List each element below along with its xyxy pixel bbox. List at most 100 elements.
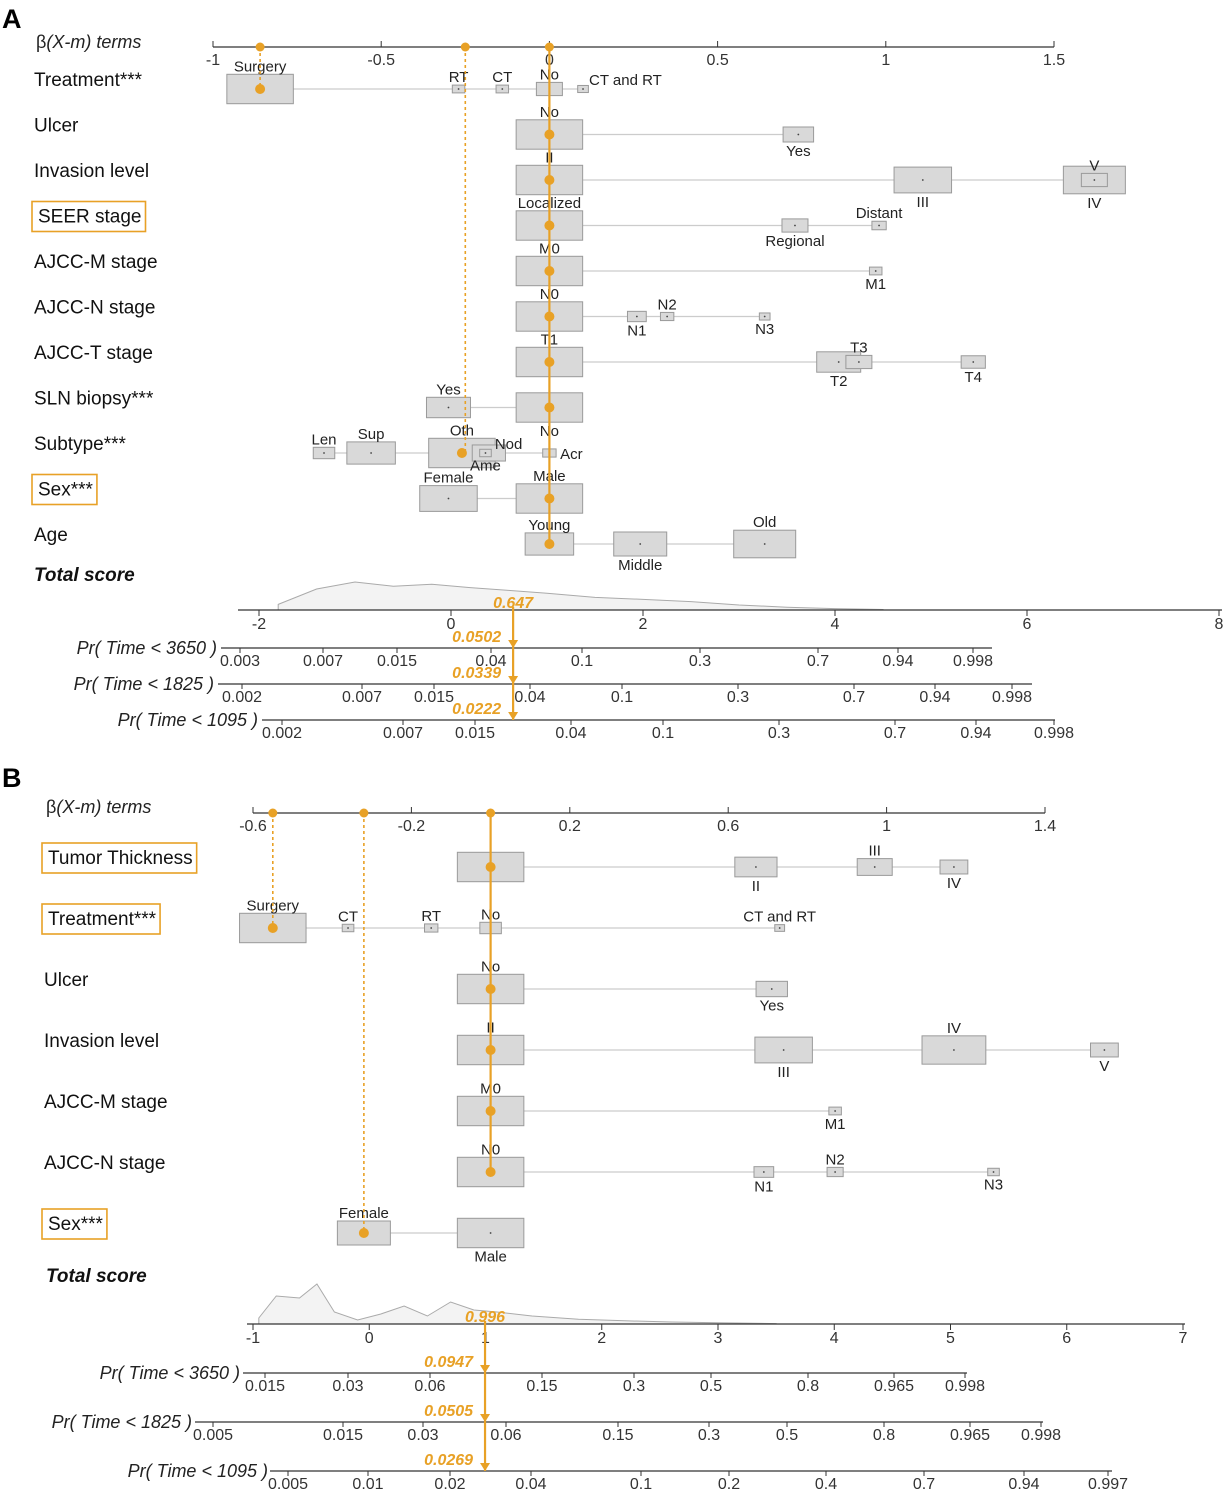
level-label-n2: N2 [658,296,677,313]
panel-b-label: B [2,763,22,793]
level-center-dot [323,452,325,454]
level-label-len: Len [311,431,336,448]
leader-axis-dot [255,42,265,52]
probability-tick-label: 0.002 [222,689,262,706]
beta-tick-label: -1 [206,52,220,69]
predicted-probability-value: 0.0947 [424,1354,474,1371]
level-center-dot [430,927,433,929]
probability-tick-label: 0.5 [700,1378,722,1395]
total-tick-label: -2 [252,616,266,633]
predicted-probability-value: 0.0222 [452,701,501,718]
level-label-v: V [1089,157,1099,174]
beta-axis-a: -1-0.500.511.5 [206,41,1065,69]
beta-tick-label: 1.5 [1043,52,1065,69]
level-label-oth: Oth [450,422,474,439]
leader-axis-dot [359,808,369,818]
level-center-dot [347,927,349,929]
level-label-female: Female [339,1205,389,1222]
selected-level-dot [267,923,278,933]
selected-level-dot [544,129,555,140]
probability-tick-label: 0.15 [602,1427,633,1444]
variable-name-subtype: Subtype*** [34,434,127,455]
level-center-dot [878,224,880,227]
level-center-dot [1093,179,1096,181]
level-label-ii: II [752,878,760,895]
level-label-iii: III [777,1064,790,1081]
level-label-middle: Middle [618,557,662,574]
variable-name-sln-biopsy: SLN biopsy*** [34,389,154,410]
level-label-female: Female [423,470,473,487]
total-tick-label: 0 [447,616,456,633]
level-label-acr: Acr [560,446,583,463]
level-center-dot [770,988,773,990]
leader-axis-dot [460,42,470,52]
probability-tick-label: 0.03 [332,1378,363,1395]
total-tick-label: 6 [1023,616,1032,633]
selected-level-dot [255,84,266,94]
probability-tick-label: 0.007 [383,725,423,742]
level-label-iii: III [917,194,930,211]
predicted-probability-value: 0.0502 [452,629,501,646]
probability-tick-label: 0.15 [526,1378,557,1395]
probability-tick-label: 0.04 [475,653,506,670]
selected-level-dot [358,1228,369,1238]
level-center-dot [501,88,504,90]
level-center-dot [370,452,373,454]
total-tick-label: 8 [1215,616,1224,633]
probability-tick-label: 0.3 [689,653,711,670]
probability-tick-label: 0.7 [884,725,906,742]
probability-tick-label: 0.1 [630,1476,652,1493]
level-center-dot [489,1232,492,1234]
probability-tick-label: 0.3 [768,725,790,742]
highlight-box-sex [31,473,98,506]
level-label-n3: N3 [755,321,774,338]
probability-tick-label: 0.1 [652,725,674,742]
level-center-dot [762,1171,765,1173]
probability-tick-label: 0.94 [919,689,950,706]
level-center-dot [782,1049,785,1051]
probability-tick-label: 0.015 [455,725,495,742]
probability-tick-label: 0.998 [992,689,1032,706]
level-label-iii: III [868,843,881,860]
probability-tick-label: 0.015 [245,1378,285,1395]
selected-level-dot [485,984,496,994]
probability-tick-label: 0.998 [1021,1427,1061,1444]
level-label-rt: RT [421,908,441,925]
panel-b: B β(X-m) terms -0.6 -0.2 0.2 0.6 1 1.4 Tumor … [2,763,1188,1493]
total-tick-label: 2 [597,1330,606,1347]
probability-axis-label: Pr( Time < 3650 ) [77,638,217,658]
probability-tick-label: 0.1 [571,653,593,670]
score-density-b [258,1283,777,1325]
level-center-dot [484,452,487,454]
probability-tick-label: 0.8 [797,1378,819,1395]
probability-tick-label: 0.015 [323,1427,363,1444]
variable-name-invasion-level: Invasion level [44,1031,159,1052]
probability-tick-label: 0.01 [352,1476,383,1493]
density-curve [277,581,884,611]
probability-tick-label: 0.007 [303,653,343,670]
level-label-m1: M1 [825,1116,846,1133]
total-score-label-b: Total score [46,1266,147,1287]
leader-axis-dot [268,808,278,818]
highlight-box-seer-stage [31,200,147,233]
total-tick-label: 2 [639,616,648,633]
variable-name-ajcc-t-stage: AJCC-T stage [34,343,153,364]
selected-level-dot [544,266,555,276]
level-label-iv: IV [947,1020,961,1037]
level-center-dot [635,315,638,318]
level-center-dot [837,361,840,363]
highlight-box-sex [41,1208,108,1240]
probability-tick-label: 0.015 [414,689,454,706]
predicted-probability-value: 0.0505 [424,1403,474,1420]
level-label-ame: Ame [470,458,501,475]
level-label-yes: Yes [436,381,460,398]
level-label-ct-and-rt: CT and RT [589,72,662,89]
probability-tick-label: 0.003 [220,653,260,670]
panel-a: A β(X-m) terms -1 -0.5 0 0.5 1 1.5 Treatment*… [2,4,1224,742]
total-tick-label: 7 [1179,1330,1188,1347]
level-label-regional: Regional [765,233,824,250]
level-center-dot [447,406,450,409]
probability-tick-label: 0.94 [1008,1476,1039,1493]
probability-tick-label: 0.965 [874,1378,914,1395]
